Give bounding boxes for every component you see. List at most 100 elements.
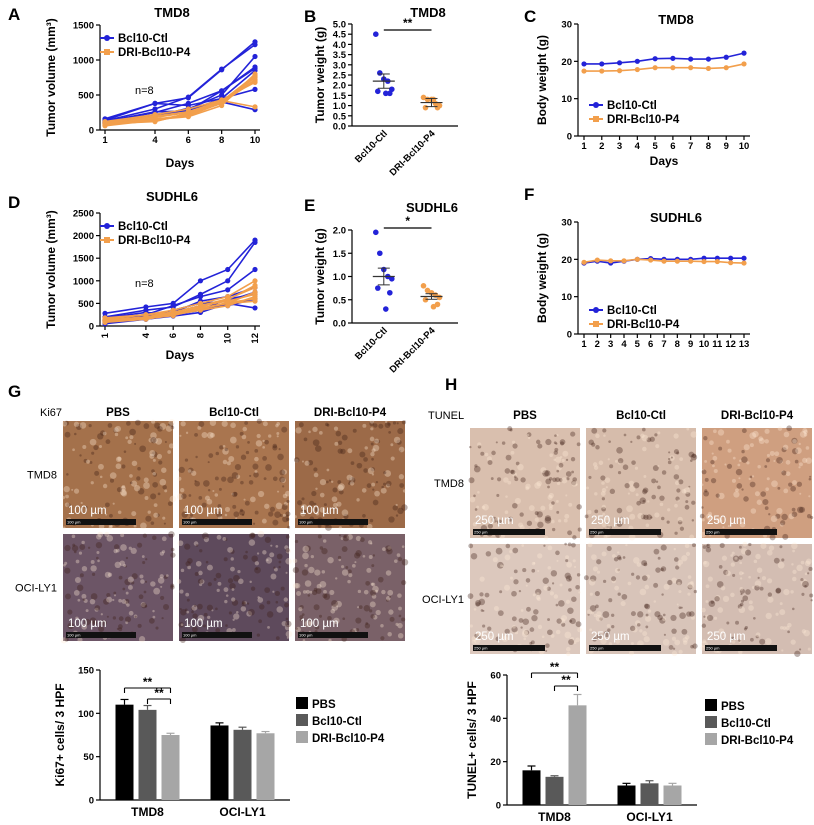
cell-texture: [741, 456, 748, 463]
cell-texture: [216, 534, 222, 540]
cell-texture: [673, 449, 679, 455]
cell-texture: [685, 491, 691, 497]
x-tick-label: 1: [100, 332, 111, 338]
cell-texture: [152, 535, 157, 540]
cell-texture: [262, 421, 268, 427]
cell-texture: [686, 427, 690, 431]
cell-texture: [387, 546, 392, 550]
cell-texture: [326, 480, 329, 484]
cell-texture: [706, 543, 711, 549]
cell-texture: [486, 456, 492, 462]
x-tick-label: DRI-Bcl10-P4: [388, 128, 438, 178]
cell-texture: [653, 582, 659, 588]
cell-texture: [100, 613, 103, 616]
cell-texture: [143, 482, 150, 489]
cell-texture: [564, 542, 567, 546]
cell-texture: [254, 448, 259, 453]
cell-texture: [388, 609, 394, 615]
cell-texture: [319, 546, 324, 550]
data-point: [688, 56, 694, 62]
cell-texture: [468, 477, 475, 484]
cell-texture: [689, 534, 695, 540]
cell-texture: [739, 577, 743, 580]
scale-bar-label: 250 µm: [475, 515, 514, 527]
cell-texture: [328, 638, 332, 643]
cell-texture: [337, 448, 343, 454]
cell-texture: [153, 587, 161, 595]
cell-texture: [97, 531, 104, 538]
cell-texture: [222, 459, 228, 465]
cell-texture: [790, 590, 794, 594]
data-point: [652, 65, 658, 71]
cell-texture: [592, 462, 598, 467]
cell-texture: [363, 605, 371, 612]
cell-texture: [191, 604, 198, 611]
data-point: [701, 258, 707, 265]
cell-texture: [731, 639, 736, 644]
cell-texture: [256, 633, 261, 637]
data-point: [152, 119, 158, 125]
cell-texture: [248, 539, 256, 546]
cell-texture: [143, 423, 150, 429]
data-point: [375, 88, 381, 95]
cell-texture: [741, 428, 747, 434]
cell-texture: [178, 622, 184, 628]
cell-texture: [359, 451, 366, 458]
cell-texture: [559, 441, 565, 446]
cell-texture: [636, 500, 641, 506]
scale-bar-label: 250 µm: [475, 631, 514, 643]
cell-texture: [262, 439, 265, 443]
cell-texture: [332, 502, 338, 508]
cell-texture: [231, 599, 239, 606]
cell-texture: [746, 461, 750, 465]
cell-texture: [625, 543, 628, 547]
cell-texture: [357, 589, 362, 594]
cell-texture: [807, 572, 810, 575]
cell-texture: [212, 489, 215, 493]
cell-texture: [160, 595, 165, 600]
cell-texture: [792, 438, 797, 444]
cell-texture: [67, 622, 74, 630]
cell-texture: [757, 576, 760, 579]
panel-title: SUDHL6: [406, 200, 458, 215]
y-tick-label: 0.5: [333, 111, 347, 122]
cell-texture: [253, 472, 259, 478]
cell-texture: [385, 420, 388, 424]
cell-texture: [512, 502, 518, 509]
cell-texture: [217, 504, 222, 508]
cell-texture: [511, 590, 517, 597]
cell-texture: [677, 581, 681, 586]
cell-texture: [144, 604, 148, 608]
y-tick-label: 0.5: [333, 295, 347, 306]
cell-texture: [272, 476, 278, 482]
cell-texture: [127, 576, 134, 583]
cell-texture: [776, 507, 783, 515]
cell-texture: [98, 463, 104, 470]
cell-texture: [798, 442, 801, 446]
cell-texture: [744, 625, 748, 630]
legend-swatch: [296, 714, 308, 726]
legend-label: PBS: [721, 701, 745, 713]
cell-texture: [140, 522, 147, 530]
cell-texture: [544, 515, 552, 522]
legend-label: DRI-Bcl10-P4: [118, 47, 191, 59]
y-tick-label: 10: [561, 292, 572, 303]
cell-texture: [722, 526, 725, 529]
cell-texture: [199, 579, 205, 585]
cell-texture: [629, 650, 635, 656]
cell-texture: [180, 421, 186, 427]
cell-texture: [164, 440, 167, 444]
cell-texture: [143, 590, 147, 594]
cell-texture: [121, 464, 126, 469]
cell-texture: [559, 439, 566, 445]
cell-texture: [177, 540, 184, 547]
cell-texture: [229, 436, 237, 444]
y-tick-label: 0: [567, 132, 572, 143]
cell-texture: [155, 626, 159, 630]
cell-texture: [722, 595, 730, 603]
cell-texture: [537, 570, 540, 573]
data-point: [581, 68, 587, 74]
y-tick-label: 20: [561, 57, 572, 68]
cell-texture: [114, 432, 119, 437]
cell-texture: [236, 611, 239, 614]
